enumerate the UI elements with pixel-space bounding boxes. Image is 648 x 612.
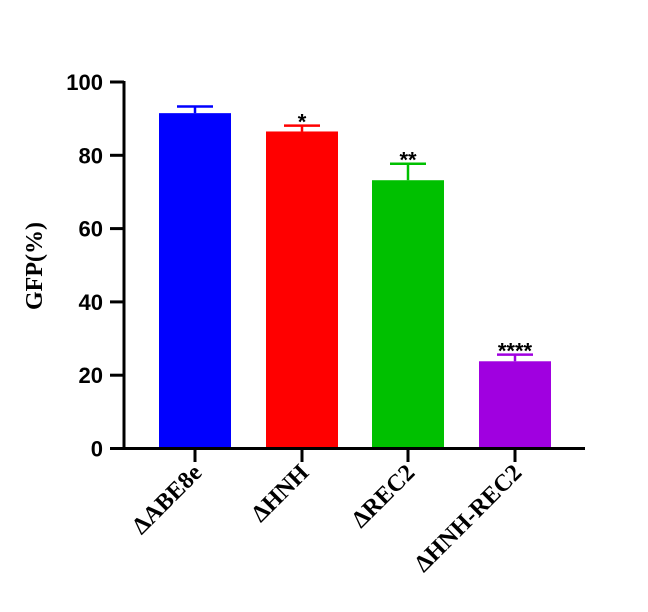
significance-label: **: [399, 148, 417, 173]
x-tick-label: ΔREC2: [347, 460, 420, 533]
y-tick-label: 100: [66, 70, 103, 95]
y-tick-label: 0: [91, 437, 103, 462]
y-axis-title: GFP(%): [22, 222, 48, 310]
x-tick-label: ΔHNH-REC2: [410, 460, 528, 578]
bar: [372, 180, 444, 449]
significance-label: *: [298, 110, 307, 135]
bar: [266, 131, 338, 449]
y-tick-label: 60: [79, 217, 103, 242]
y-axis: 0 20 40 60 80 100: [66, 70, 126, 462]
significance-label: ****: [498, 339, 533, 364]
bar: [159, 113, 231, 449]
x-tick-label: ΔABE8e: [127, 460, 207, 540]
y-tick-label: 80: [79, 143, 103, 168]
error-bars-group: [177, 105, 533, 362]
significance-labels-group: *******: [298, 110, 533, 364]
y-tick-label: 40: [79, 290, 103, 315]
y-tick-label: 20: [79, 363, 103, 388]
x-tick-label: ΔHNH: [247, 460, 315, 528]
bars-group: [159, 113, 551, 449]
bar: [479, 361, 551, 449]
